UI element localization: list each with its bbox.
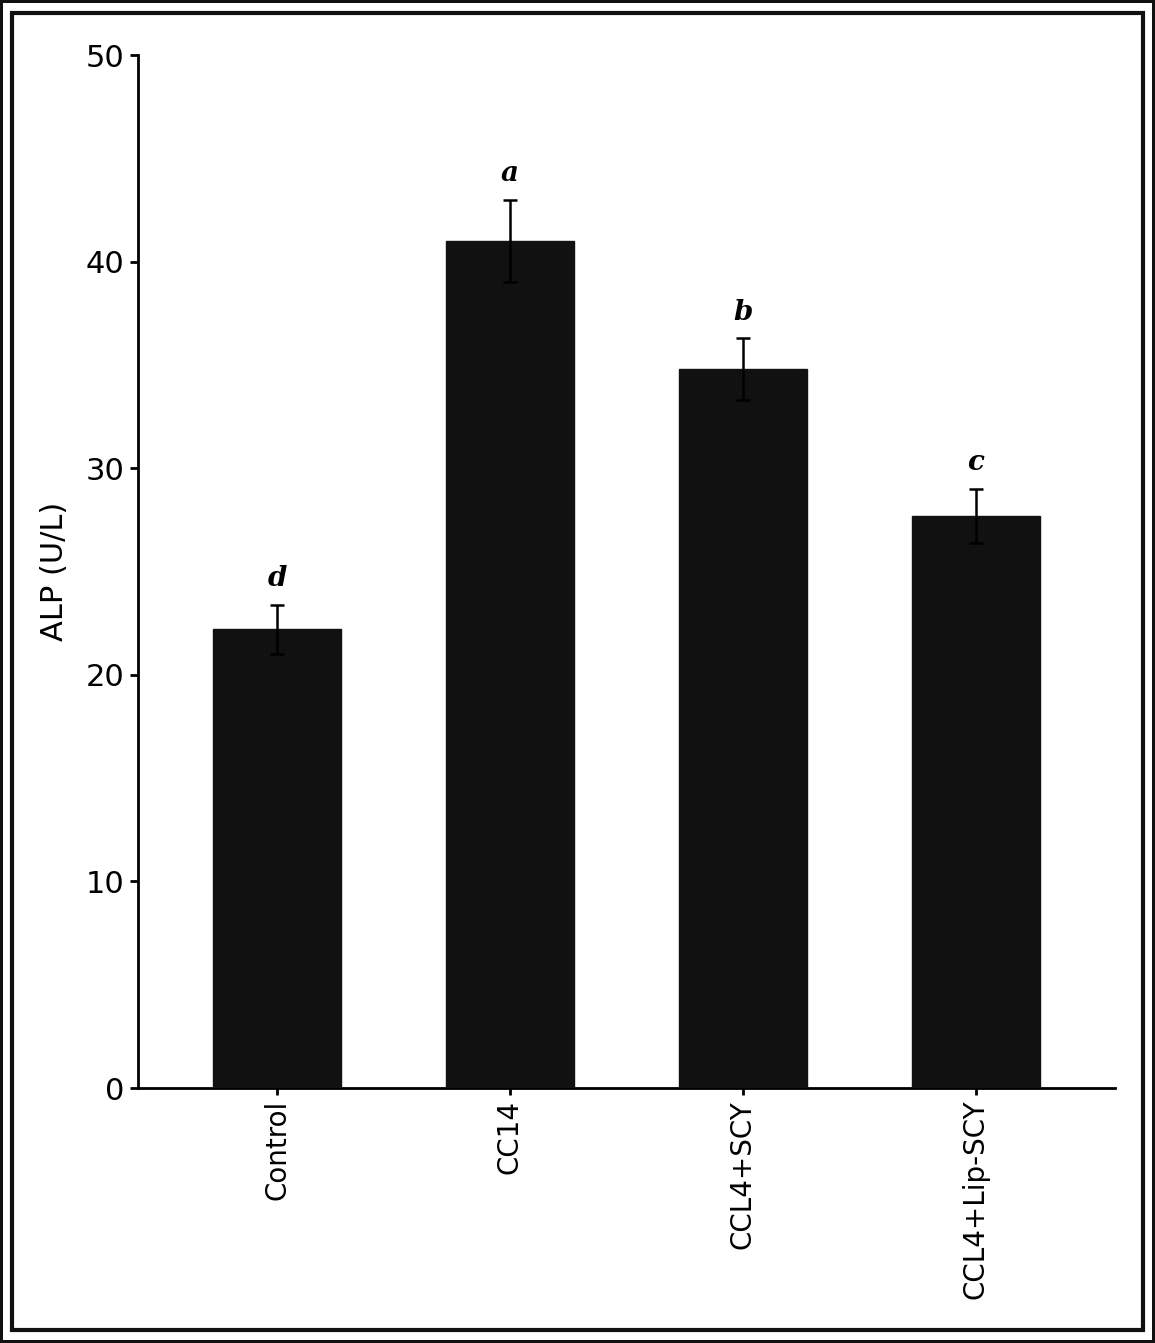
Bar [679,369,807,1088]
Bar [911,516,1040,1088]
Bar [214,630,341,1088]
Text: c: c [967,450,984,477]
Bar [446,240,574,1088]
Text: a: a [501,160,519,187]
Text: d: d [268,565,286,592]
Y-axis label: ALP (U/L): ALP (U/L) [39,502,69,641]
Text: b: b [733,298,752,325]
